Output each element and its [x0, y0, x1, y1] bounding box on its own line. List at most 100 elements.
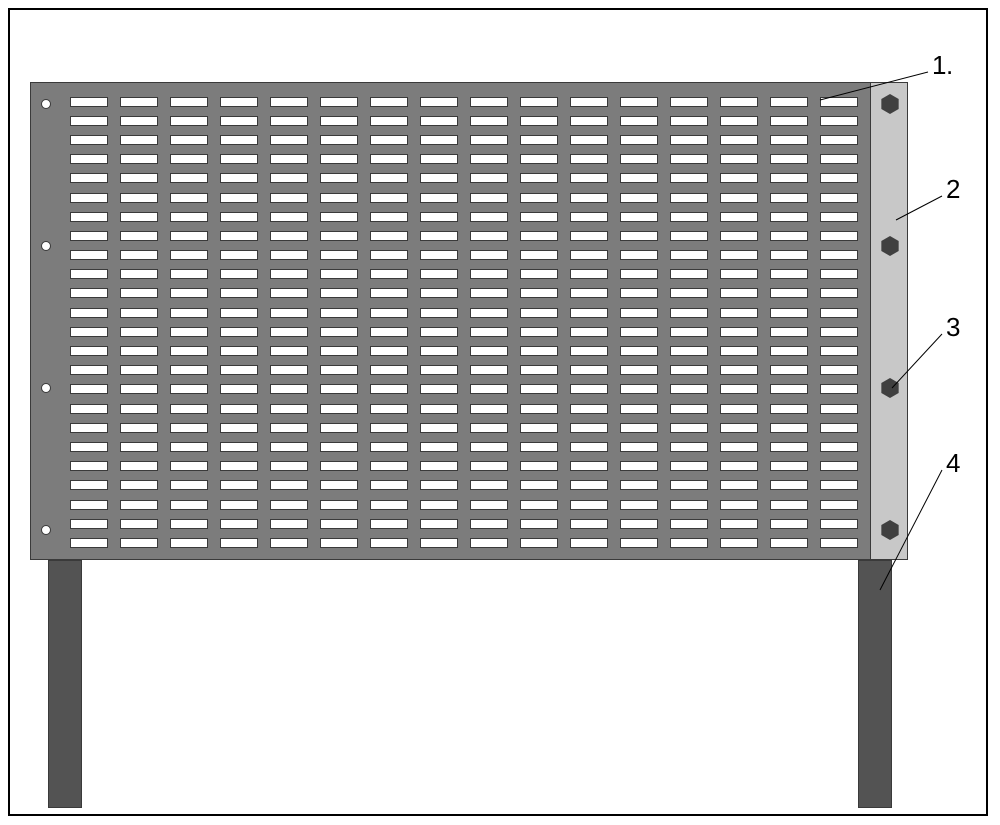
- slot: [514, 246, 564, 265]
- slot: [514, 495, 564, 514]
- slot: [314, 437, 364, 456]
- slot: [764, 111, 814, 130]
- slot: [64, 303, 114, 322]
- slot: [314, 303, 364, 322]
- slot: [364, 188, 414, 207]
- slot: [414, 111, 464, 130]
- slot: [314, 169, 364, 188]
- slot: [514, 150, 564, 169]
- slot: [364, 265, 414, 284]
- slot: [814, 226, 864, 245]
- slot: [114, 92, 164, 111]
- slot: [164, 265, 214, 284]
- slot: [214, 380, 264, 399]
- slot: [314, 476, 364, 495]
- slot: [214, 418, 264, 437]
- slot: [164, 399, 214, 418]
- slot: [614, 226, 664, 245]
- slot: [764, 361, 814, 380]
- slot: [664, 207, 714, 226]
- slot: [614, 361, 664, 380]
- slot: [314, 130, 364, 149]
- slot: [264, 150, 314, 169]
- callout-label-4: 4: [946, 448, 960, 479]
- slot: [764, 284, 814, 303]
- callout-label-3: 3: [946, 312, 960, 343]
- slot: [714, 150, 764, 169]
- mounting-hole: [41, 99, 51, 109]
- slot: [414, 303, 464, 322]
- slot: [64, 322, 114, 341]
- slot: [164, 207, 214, 226]
- slot: [664, 476, 714, 495]
- slot: [564, 130, 614, 149]
- slot: [364, 457, 414, 476]
- slot: [614, 169, 664, 188]
- mounting-hole: [41, 525, 51, 535]
- slot: [414, 188, 464, 207]
- slot: [414, 226, 464, 245]
- slot: [64, 437, 114, 456]
- slot: [164, 341, 214, 360]
- slot: [714, 265, 764, 284]
- slot: [214, 437, 264, 456]
- slot: [564, 207, 614, 226]
- slot: [764, 476, 814, 495]
- slot: [214, 226, 264, 245]
- slot: [264, 437, 314, 456]
- slot: [664, 284, 714, 303]
- slot: [464, 207, 514, 226]
- connector-strip: [870, 82, 908, 560]
- slot: [814, 284, 864, 303]
- slot: [314, 188, 364, 207]
- slot: [414, 476, 464, 495]
- slot: [414, 150, 464, 169]
- slot: [714, 533, 764, 552]
- slot: [414, 533, 464, 552]
- slot: [514, 207, 564, 226]
- slot: [714, 246, 764, 265]
- slot: [64, 111, 114, 130]
- slot: [364, 495, 414, 514]
- slot: [814, 303, 864, 322]
- slot: [64, 226, 114, 245]
- slot: [814, 514, 864, 533]
- slot: [264, 169, 314, 188]
- slot: [464, 361, 514, 380]
- slot: [414, 495, 464, 514]
- slot: [464, 514, 514, 533]
- slot: [164, 476, 214, 495]
- slot: [764, 130, 814, 149]
- slot: [114, 514, 164, 533]
- slot: [514, 437, 564, 456]
- slot: [764, 207, 814, 226]
- slot: [564, 246, 614, 265]
- slot: [214, 92, 264, 111]
- slot: [814, 380, 864, 399]
- slot: [614, 284, 664, 303]
- slot: [364, 226, 414, 245]
- slot: [564, 361, 614, 380]
- slot: [264, 265, 314, 284]
- slot: [264, 476, 314, 495]
- slot: [814, 341, 864, 360]
- slot: [164, 495, 214, 514]
- slot: [314, 265, 364, 284]
- slot: [64, 207, 114, 226]
- slot: [364, 399, 414, 418]
- slot: [164, 169, 214, 188]
- slot: [664, 169, 714, 188]
- slot: [314, 92, 364, 111]
- slot: [114, 457, 164, 476]
- slot: [214, 111, 264, 130]
- slot: [514, 361, 564, 380]
- slot: [614, 188, 664, 207]
- slot: [114, 188, 164, 207]
- slot: [414, 265, 464, 284]
- leg-right: [858, 560, 892, 808]
- slot: [64, 284, 114, 303]
- slot: [714, 226, 764, 245]
- slot: [164, 303, 214, 322]
- slot: [314, 380, 364, 399]
- slot: [364, 361, 414, 380]
